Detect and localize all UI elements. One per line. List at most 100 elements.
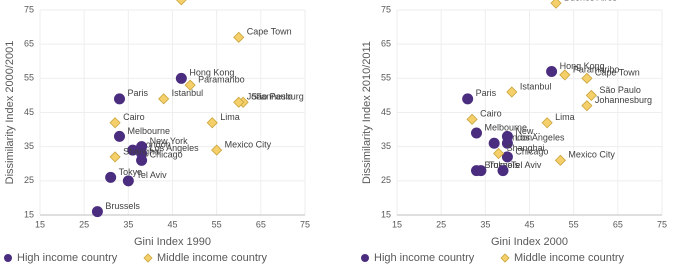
x-axis-title: Gini Index 2000 [491, 236, 568, 248]
y-axis-title: Dissimilarity Index 2000/2001 [4, 41, 16, 185]
point-label: Johannesburg [595, 95, 652, 105]
point-label: Tel Aviv [136, 170, 167, 180]
point [462, 93, 474, 105]
point-label: London [502, 133, 532, 143]
point-label: Cape Town [595, 68, 640, 78]
legend-label: High income country [374, 252, 475, 264]
point-label: Melbourne [485, 122, 528, 132]
x-tick-label: 35 [123, 219, 133, 229]
point [581, 100, 593, 112]
point [91, 206, 103, 218]
point-label: Paramaribo [198, 75, 245, 85]
x-tick-label: 45 [167, 219, 177, 229]
point-label: Chicago [515, 146, 548, 156]
point-label: Lima [220, 112, 240, 122]
x-tick-label: 45 [524, 219, 534, 229]
point-label: São Paulo [599, 85, 641, 95]
y-tick-label: 75 [381, 4, 391, 14]
point [501, 151, 513, 163]
point-label: Chicago [150, 150, 183, 160]
y-tick-label: 55 [24, 73, 34, 83]
point [501, 137, 513, 149]
point [233, 96, 245, 108]
x-tick-label: 55 [569, 219, 579, 229]
point [554, 154, 566, 166]
point [122, 175, 134, 187]
point-label: Los Angeles [150, 143, 200, 153]
x-axis-title: Gini Index 1990 [134, 236, 211, 248]
point [206, 117, 218, 129]
point [109, 151, 121, 163]
y-tick-label: 15 [381, 209, 391, 219]
point-label: Lima [555, 112, 575, 122]
point [471, 127, 482, 139]
legend-label: Middle income country [157, 252, 268, 264]
point-label: Paris [128, 88, 149, 98]
y-tick-label: 35 [24, 141, 34, 151]
legend-marker [143, 253, 153, 263]
legend-label: High income country [17, 252, 118, 264]
point [136, 148, 148, 159]
point-label: Los Angeles [515, 133, 565, 143]
point-label: Shanghai [123, 146, 161, 156]
point-label: Hong Kong [560, 61, 605, 71]
point [493, 147, 505, 160]
y-axis-title: Dissimilarity Index 2010/2011 [361, 41, 373, 184]
point-label: Tokyo [119, 167, 143, 177]
point [114, 130, 125, 142]
point-label: Brussels [105, 201, 140, 211]
x-tick-label: 25 [436, 219, 446, 229]
point-label: Cairo [123, 112, 145, 122]
point [211, 144, 223, 156]
point [184, 79, 196, 91]
x-tick-label: 15 [392, 219, 402, 229]
point [546, 66, 558, 77]
x-tick-label: 65 [256, 219, 266, 229]
point [175, 72, 187, 84]
x-tick-label: 35 [480, 219, 490, 229]
point-label: Mexico City [568, 150, 615, 160]
point-label: Buenos Aires [564, 0, 618, 3]
point-label: Cairo [480, 109, 502, 119]
point [466, 113, 478, 125]
point [541, 117, 553, 129]
x-tick-label: 25 [79, 219, 89, 229]
y-tick-label: 55 [381, 73, 391, 83]
y-tick-label: 25 [24, 175, 34, 185]
x-tick-label: 75 [657, 219, 667, 229]
point [506, 86, 518, 98]
y-tick-label: 65 [24, 39, 34, 49]
point [114, 93, 125, 105]
point [176, 0, 187, 6]
point [127, 144, 139, 156]
point-label: Tokyo [489, 160, 513, 170]
y-tick-label: 35 [381, 141, 391, 151]
point-label: London [141, 139, 171, 149]
point-label: Istanbul [172, 88, 204, 98]
y-tick-label: 45 [24, 107, 34, 117]
y-tick-label: 25 [381, 175, 391, 185]
x-tick-label: 65 [613, 219, 623, 229]
point [475, 165, 487, 177]
y-tick-label: 45 [381, 107, 391, 117]
point [585, 89, 597, 101]
point-label: Melbourne [128, 126, 171, 136]
point-label: Hong Kong [189, 68, 234, 78]
y-tick-label: 75 [24, 4, 34, 14]
point [488, 137, 500, 149]
y-tick-label: 15 [24, 209, 34, 219]
y-tick-label: 65 [381, 39, 391, 49]
point-label: Cape Town [247, 27, 292, 37]
point-label: São Paulo [251, 92, 293, 102]
point-label: New... [515, 126, 540, 136]
point [497, 165, 509, 177]
x-tick-label: 75 [300, 219, 310, 229]
point-label: Paris [476, 88, 497, 98]
point-label: New York [150, 136, 189, 146]
point [581, 72, 593, 84]
legend-marker [4, 254, 12, 262]
point-label: Brussels [485, 160, 520, 170]
point-label: Istanbul [520, 81, 552, 91]
